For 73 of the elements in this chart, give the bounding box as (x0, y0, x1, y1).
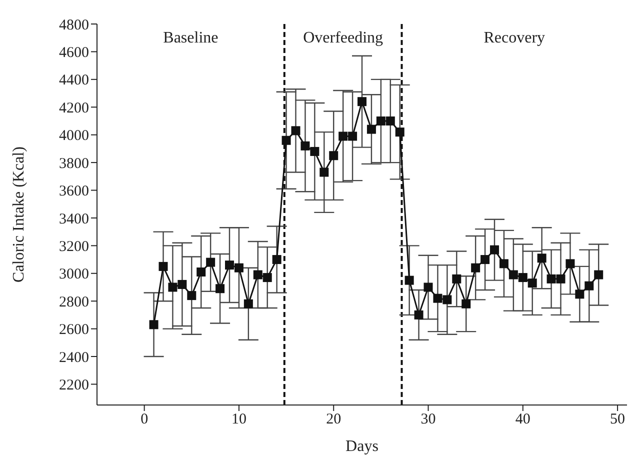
point (320, 168, 329, 177)
point (499, 259, 508, 268)
point (178, 280, 187, 289)
point (566, 259, 575, 268)
y-tick-label: 3600 (59, 184, 89, 200)
annotation: Baseline (163, 30, 218, 46)
x-tick-label: 40 (515, 412, 530, 428)
x-axis-title: Days (346, 438, 378, 455)
point (376, 116, 386, 126)
point (329, 151, 338, 160)
x-tick-label: 30 (420, 412, 436, 428)
point (187, 291, 196, 300)
point (216, 284, 225, 294)
y-tick-label: 2200 (59, 378, 89, 394)
x-tick-label: 20 (326, 412, 342, 428)
point (244, 299, 253, 308)
point (575, 290, 584, 299)
point (310, 146, 320, 156)
point (366, 124, 376, 134)
point (253, 270, 262, 280)
y-tick-label: 3800 (59, 156, 89, 172)
y-tick-label: 4800 (59, 17, 89, 34)
point (206, 258, 216, 267)
point (348, 132, 358, 141)
y-tick-label: 2800 (59, 294, 89, 310)
point (149, 320, 158, 330)
point (442, 295, 452, 304)
y-tick-label: 4200 (59, 100, 89, 116)
point (424, 282, 433, 292)
y-axis-title: Caloric Intake (Kcal) (10, 146, 28, 282)
point (358, 97, 366, 106)
point (518, 273, 528, 282)
point (594, 270, 604, 280)
point (234, 263, 244, 272)
y-tick-label: 2600 (59, 322, 89, 338)
point (158, 262, 168, 271)
point (414, 310, 424, 320)
y-tick-label: 4600 (59, 45, 89, 62)
y-tick-label: 4000 (59, 128, 89, 144)
y-tick-label: 3400 (59, 211, 89, 228)
point (225, 260, 234, 270)
point (462, 299, 471, 308)
point (338, 132, 348, 141)
y-tick-label: 3000 (59, 266, 89, 283)
x-tick-label: 50 (610, 412, 626, 428)
point (300, 141, 310, 150)
point (262, 273, 272, 282)
y-tick-label: 3200 (59, 239, 89, 255)
point (584, 281, 594, 290)
y-tick-label: 4400 (59, 72, 89, 89)
point (480, 255, 490, 264)
x-tick-label: 10 (231, 412, 246, 428)
point (452, 274, 462, 284)
point (537, 254, 546, 263)
y-tick-label: 2400 (59, 350, 89, 366)
x-tick-label: 0 (140, 412, 148, 428)
annotation: Overfeeding (303, 30, 384, 46)
point (282, 136, 291, 145)
point (471, 263, 480, 272)
point (395, 128, 404, 137)
annotation: Recovery (484, 30, 546, 46)
point (490, 245, 499, 254)
point (404, 276, 414, 285)
point (386, 116, 395, 126)
point (546, 274, 556, 284)
point (196, 267, 206, 276)
point (272, 255, 282, 264)
point (508, 270, 518, 280)
point (291, 126, 300, 136)
point (168, 282, 178, 292)
point (433, 294, 442, 303)
point (528, 278, 537, 288)
point (556, 274, 566, 284)
